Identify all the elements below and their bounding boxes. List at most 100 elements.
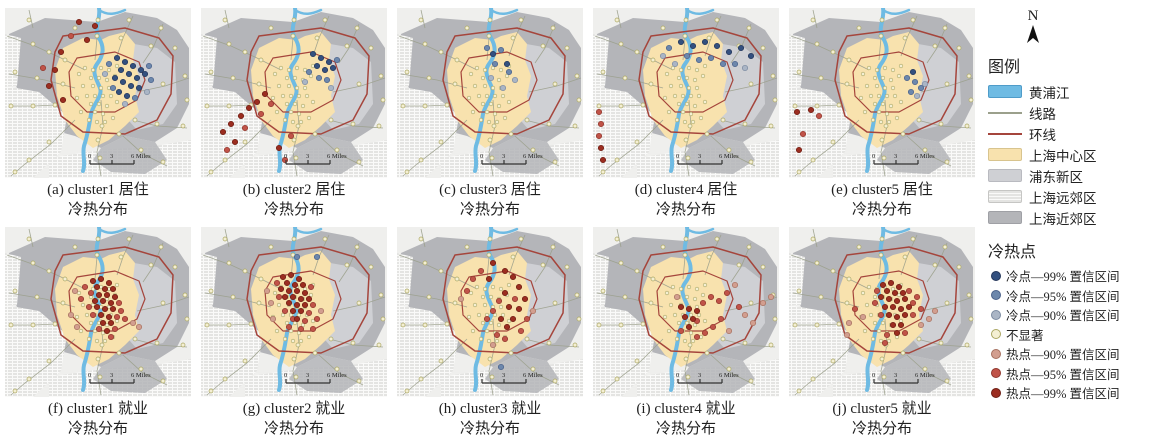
svg-text:0: 0 <box>284 372 287 379</box>
caption-line1: (j) cluster5 就业 <box>832 401 932 417</box>
legend-label: 上海远郊区 <box>1029 190 1097 206</box>
hotspot-90-dot-icon <box>991 348 1001 359</box>
svg-text:3: 3 <box>502 153 505 160</box>
central-area-swatch-icon <box>988 148 1022 161</box>
not-significant-dot-icon <box>991 329 1001 340</box>
map-cluster5-residential: 0 3 6 Miles <box>789 8 975 178</box>
svg-text:3: 3 <box>698 372 701 379</box>
map-cluster1-residential: 0 3 6 Miles <box>5 8 191 178</box>
caption-line2: 冷热分布 <box>851 421 912 437</box>
transit-line-swatch-icon <box>988 111 1022 114</box>
svg-text:6 Miles: 6 Miles <box>327 153 347 160</box>
svg-text:6 Miles: 6 Miles <box>131 372 151 379</box>
svg-text:3: 3 <box>110 372 113 379</box>
legend-label: 浦东新区 <box>1029 169 1083 185</box>
map-panel-c: 0 3 6 Miles (c) cluster3 居住 冷热分布 <box>392 0 588 224</box>
legend-item-near-suburb: 上海近郊区 <box>988 207 1149 228</box>
caption-line1: (g) cluster2 就业 <box>242 401 346 417</box>
caption-line1: (i) cluster4 就业 <box>636 401 736 417</box>
svg-text:3: 3 <box>306 372 309 379</box>
map-panel-h: 0 3 6 Miles (h) cluster3 就业 冷热分布 <box>392 224 588 442</box>
svg-text:6 Miles: 6 Miles <box>327 372 347 379</box>
caption-line2: 冷热分布 <box>851 202 912 218</box>
panel-caption-g: (g) cluster2 就业 冷热分布 <box>243 399 345 439</box>
panel-caption-c: (c) cluster3 居住 冷热分布 <box>439 180 541 220</box>
legend-item-ring: 环线 <box>988 123 1149 144</box>
legend-label: 黄浦江 <box>1029 85 1070 101</box>
panel-caption-f: (f) cluster1 就业 冷热分布 <box>48 399 148 439</box>
panel-caption-d: (d) cluster4 居住 冷热分布 <box>635 180 737 220</box>
svg-text:3: 3 <box>894 153 897 160</box>
map-legend: N 图例 黄浦江 线路 环线 上海中心区 浦东新区 上海远郊区 <box>980 0 1151 442</box>
caption-line2: 冷热分布 <box>459 202 520 218</box>
coldspot-95-dot-icon <box>991 290 1001 301</box>
ring-road-swatch-icon <box>988 132 1022 135</box>
svg-text:6 Miles: 6 Miles <box>915 153 935 160</box>
legend-label: 热点—99% 置信区间 <box>1006 387 1120 402</box>
caption-line1: (e) cluster5 居住 <box>831 182 933 198</box>
hotspot-99-dot-icon <box>991 387 1001 398</box>
panel-caption-h: (h) cluster3 就业 冷热分布 <box>439 399 541 439</box>
legend-item-line: 线路 <box>988 102 1149 123</box>
svg-text:0: 0 <box>872 372 875 379</box>
svg-text:3: 3 <box>698 153 701 160</box>
pudong-swatch-icon <box>988 169 1022 182</box>
map-panel-d: 0 3 6 Miles (d) cluster4 居住 冷热分布 <box>588 0 784 224</box>
caption-line1: (b) cluster2 居住 <box>242 182 346 198</box>
legend-label: 上海中心区 <box>1029 148 1097 164</box>
svg-text:0: 0 <box>676 153 679 160</box>
svg-text:6 Miles: 6 Miles <box>131 153 151 160</box>
svg-text:6 Miles: 6 Miles <box>523 153 543 160</box>
caption-line2: 冷热分布 <box>655 421 716 437</box>
svg-text:6 Miles: 6 Miles <box>523 372 543 379</box>
panel-caption-a: (a) cluster1 居住 冷热分布 <box>47 180 149 220</box>
legend-point-not-significant: 不显著 <box>988 325 1149 345</box>
legend-point-hot99: 热点—99% 置信区间 <box>988 383 1149 403</box>
legend-label: 热点—90% 置信区间 <box>1006 348 1120 363</box>
panel-caption-j: (j) cluster5 就业 冷热分布 <box>832 399 931 439</box>
legend-label: 冷点—90% 置信区间 <box>1006 309 1120 324</box>
legend-label: 上海近郊区 <box>1029 211 1097 227</box>
svg-text:6 Miles: 6 Miles <box>719 372 739 379</box>
svg-text:0: 0 <box>872 153 875 160</box>
svg-text:3: 3 <box>894 372 897 379</box>
legend-label: 不显著 <box>1006 328 1044 343</box>
caption-line1: (c) cluster3 居住 <box>439 182 541 198</box>
legend-label: 热点—95% 置信区间 <box>1006 367 1120 382</box>
panel-caption-b: (b) cluster2 居住 冷热分布 <box>243 180 345 220</box>
map-cluster5-employment: 0 3 6 Miles <box>789 227 975 397</box>
legend-point-cold95: 冷点—95% 置信区间 <box>988 286 1149 306</box>
map-cluster2-residential: 0 3 6 Miles <box>201 8 387 178</box>
legend-title: 图例 <box>988 59 1021 76</box>
north-label: N <box>1027 8 1039 24</box>
legend-point-hot90: 热点—90% 置信区间 <box>988 344 1149 364</box>
map-panel-a: 0 3 6 Miles (a) cluster1 居住 冷热分布 <box>0 0 196 224</box>
svg-text:0: 0 <box>284 153 287 160</box>
map-cluster3-employment: 0 3 6 Miles <box>397 227 583 397</box>
svg-text:6 Miles: 6 Miles <box>719 153 739 160</box>
caption-line2: 冷热分布 <box>263 421 324 437</box>
map-cluster4-employment: 0 3 6 Miles <box>593 227 779 397</box>
caption-line2: 冷热分布 <box>263 202 324 218</box>
caption-line1: (h) cluster3 就业 <box>438 401 542 417</box>
caption-line2: 冷热分布 <box>67 421 128 437</box>
legend-item-pudong: 浦东新区 <box>988 165 1149 186</box>
points-legend-title: 冷热点 <box>988 244 1037 261</box>
legend-item-river: 黄浦江 <box>988 81 1149 102</box>
far-suburb-swatch-icon <box>988 190 1022 203</box>
coldspot-99-dot-icon <box>991 270 1001 281</box>
caption-line1: (d) cluster4 居住 <box>634 182 738 198</box>
svg-text:0: 0 <box>676 372 679 379</box>
svg-text:3: 3 <box>502 372 505 379</box>
legend-label: 冷点—95% 置信区间 <box>1006 289 1120 304</box>
svg-text:0: 0 <box>480 153 483 160</box>
legend-point-cold99: 冷点—99% 置信区间 <box>988 266 1149 286</box>
map-cluster4-residential: 0 3 6 Miles <box>593 8 779 178</box>
map-panel-j: 0 3 6 Miles (j) cluster5 就业 冷热分布 <box>784 224 980 442</box>
map-cluster2-employment: 0 3 6 Miles <box>201 227 387 397</box>
svg-text:6 Miles: 6 Miles <box>915 372 935 379</box>
hotspot-95-dot-icon <box>991 368 1001 379</box>
caption-line1: (f) cluster1 就业 <box>48 401 148 417</box>
north-indicator: N <box>1004 8 1062 49</box>
caption-line2: 冷热分布 <box>67 202 128 218</box>
